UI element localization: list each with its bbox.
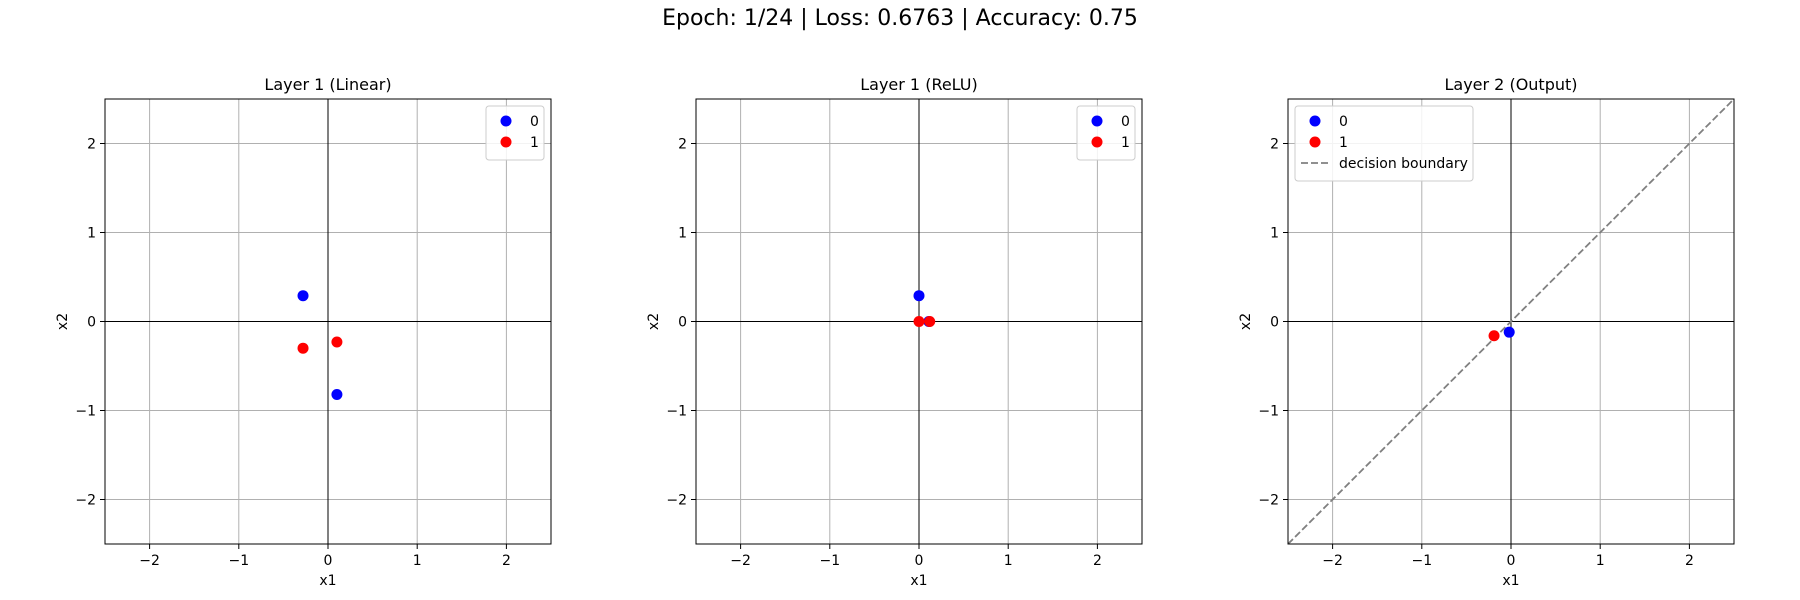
y-tick-label: −2 — [1258, 493, 1279, 509]
point-class-1 — [331, 336, 343, 348]
subplot-title: Layer 2 (Output) — [1444, 75, 1577, 94]
x-tick-label: −1 — [228, 553, 249, 569]
x-axis-label: x1 — [1502, 573, 1519, 589]
x-tick-label: −1 — [1411, 553, 1432, 569]
x-tick-label: 0 — [915, 553, 924, 569]
legend-label: 0 — [1339, 114, 1348, 130]
x-tick-label: 2 — [1093, 553, 1102, 569]
x-tick-label: 1 — [413, 553, 422, 569]
x-tick-label: 0 — [324, 553, 333, 569]
x-tick-label: −1 — [819, 553, 840, 569]
x-tick-label: −2 — [139, 553, 160, 569]
legend-marker-0 — [500, 115, 512, 127]
point-class-1 — [913, 316, 925, 327]
decision-boundary-line — [1288, 99, 1734, 544]
y-tick-label: 2 — [87, 137, 96, 153]
legend-label: 0 — [1121, 114, 1130, 130]
legend-marker-1 — [1309, 136, 1321, 148]
x-tick-label: 2 — [502, 553, 511, 569]
plot-data — [1288, 99, 1734, 544]
legend: 01 — [1076, 105, 1136, 161]
y-tick-label: −2 — [666, 493, 687, 509]
legend-marker-0 — [1309, 115, 1321, 127]
legend-marker-1 — [500, 136, 512, 148]
legend-marker-1 — [1091, 136, 1103, 148]
y-tick-label: 1 — [1270, 226, 1279, 242]
legend-label: 1 — [530, 135, 539, 151]
x-axis-label: x1 — [319, 573, 336, 589]
point-class-0 — [1503, 326, 1515, 338]
legend-box — [485, 105, 545, 161]
x-tick-label: 1 — [1596, 553, 1605, 569]
legend-box — [1076, 105, 1136, 161]
y-tick-label: 2 — [1270, 137, 1279, 153]
point-class-0 — [331, 388, 343, 400]
point-class-0 — [913, 290, 925, 302]
point-class-0 — [297, 290, 309, 302]
legend-label: 0 — [530, 114, 539, 130]
point-class-1 — [297, 342, 309, 354]
plot-data — [297, 290, 343, 400]
legend-box — [1294, 105, 1474, 182]
legend-label: decision boundary — [1339, 156, 1468, 172]
x-tick-label: −2 — [730, 553, 751, 569]
y-tick-label: −1 — [75, 404, 96, 420]
subplot-3: −2 −1 0 1 2 −2 −1 0 1 2 Layer 2 (Output) x1 x2 0 1 deci… — [1238, 75, 1735, 589]
y-axis-label: x2 — [646, 313, 662, 330]
point-class-1 — [924, 316, 936, 327]
figure-title: Epoch: 1/24 | Loss: 0.6763 | Accuracy: 0… — [662, 6, 1138, 31]
y-tick-label: 1 — [678, 226, 687, 242]
legend: 0 1 decision boundary — [1294, 105, 1474, 182]
y-tick-label: −2 — [75, 493, 96, 509]
subplot-title: Layer 1 (Linear) — [264, 75, 391, 94]
subplot-title: Layer 1 (ReLU) — [860, 75, 978, 94]
y-tick-label: 0 — [87, 315, 96, 331]
x-tick-label: 1 — [1004, 553, 1013, 569]
x-tick-label: 0 — [1507, 553, 1516, 569]
y-axis-label: x2 — [1238, 313, 1254, 330]
y-tick-label: 0 — [678, 315, 687, 331]
legend-marker-0 — [1091, 115, 1103, 127]
y-tick-label: −1 — [1258, 404, 1279, 420]
y-tick-label: 1 — [87, 226, 96, 242]
x-tick-label: −2 — [1322, 553, 1343, 569]
y-tick-label: 2 — [678, 137, 687, 153]
x-axis-label: x1 — [910, 573, 927, 589]
y-tick-label: −1 — [666, 404, 687, 420]
legend-label: 1 — [1339, 135, 1348, 151]
x-tick-label: 2 — [1685, 553, 1694, 569]
legend-label: 1 — [1121, 135, 1130, 151]
y-axis-label: x2 — [55, 313, 71, 330]
y-tick-label: 0 — [1270, 315, 1279, 331]
point-class-1 — [1488, 330, 1500, 342]
legend: 01 — [485, 105, 545, 161]
plot-data — [913, 290, 936, 327]
